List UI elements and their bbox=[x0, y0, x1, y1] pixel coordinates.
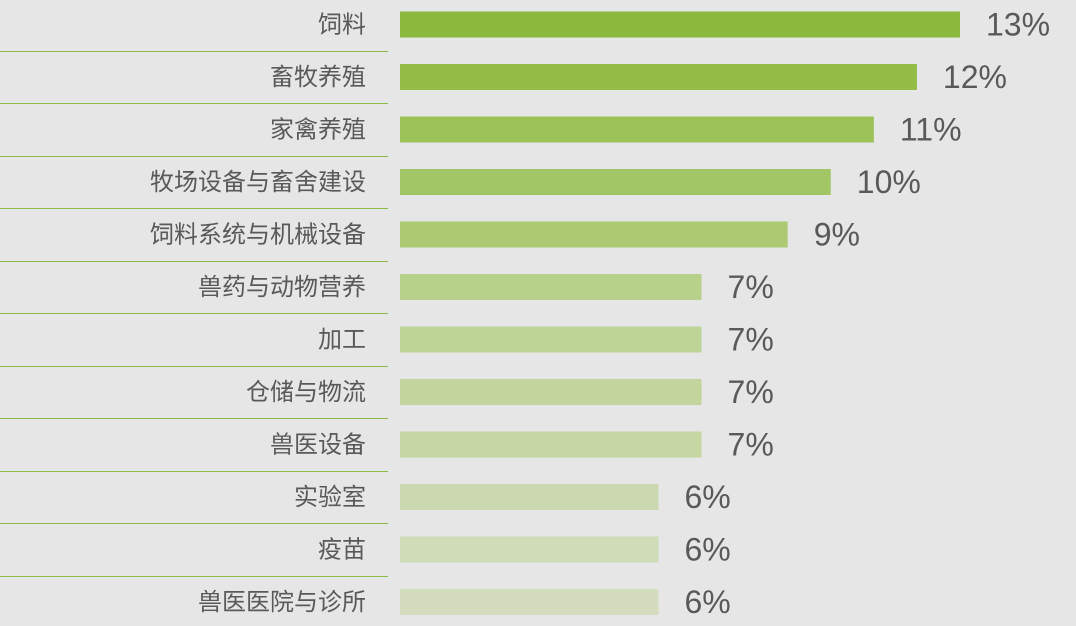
value-labels: 13% 12% 11% 10% 9% 7% 7% 7% 7% 6% 6% 6% bbox=[684, 7, 1050, 621]
bar-10 bbox=[400, 484, 659, 510]
category-label-12: 兽医医院与诊所 bbox=[198, 588, 366, 616]
value-label-6: 7% bbox=[728, 269, 774, 305]
row-separators bbox=[0, 51, 388, 577]
value-label-7: 7% bbox=[728, 322, 774, 358]
bar-series bbox=[400, 11, 960, 615]
bar-8 bbox=[400, 379, 702, 405]
category-label-2: 畜牧养殖 bbox=[270, 63, 366, 91]
value-label-1: 13% bbox=[986, 7, 1050, 43]
value-label-9: 7% bbox=[728, 427, 774, 463]
value-label-11: 6% bbox=[684, 532, 730, 568]
category-label-10: 实验室 bbox=[294, 483, 366, 511]
category-label-6: 兽药与动物营养 bbox=[198, 273, 366, 301]
category-label-7: 加工 bbox=[318, 326, 366, 354]
value-label-5: 9% bbox=[814, 217, 860, 253]
value-label-8: 7% bbox=[728, 374, 774, 410]
bar-7 bbox=[400, 326, 702, 353]
category-label-4: 牧场设备与畜舍建设 bbox=[150, 168, 366, 196]
category-label-11: 疫苗 bbox=[318, 536, 366, 564]
bar-9 bbox=[400, 431, 702, 458]
bar-6 bbox=[400, 274, 702, 300]
bar-11 bbox=[400, 536, 659, 563]
category-labels: 饲料畜牧养殖家禽养殖牧场设备与畜舍建设饲料系统与机械设备兽药与动物营养加工仓储与… bbox=[150, 11, 366, 617]
value-label-10: 6% bbox=[684, 479, 730, 515]
value-label-3: 11% bbox=[900, 112, 962, 148]
category-label-3: 家禽养殖 bbox=[270, 116, 366, 144]
category-label-8: 仓储与物流 bbox=[246, 378, 366, 406]
bar-5 bbox=[400, 221, 788, 248]
value-label-2: 12% bbox=[943, 59, 1007, 95]
bar-4 bbox=[400, 169, 831, 195]
value-label-4: 10% bbox=[857, 164, 921, 200]
bar-2 bbox=[400, 64, 917, 90]
bar-1 bbox=[400, 11, 960, 38]
bar-12 bbox=[400, 589, 659, 615]
value-label-12: 6% bbox=[684, 584, 730, 620]
category-label-1: 饲料 bbox=[318, 11, 366, 39]
category-label-9: 兽医设备 bbox=[270, 431, 366, 459]
bar-3 bbox=[400, 116, 874, 143]
category-label-5: 饲料系统与机械设备 bbox=[150, 221, 366, 249]
